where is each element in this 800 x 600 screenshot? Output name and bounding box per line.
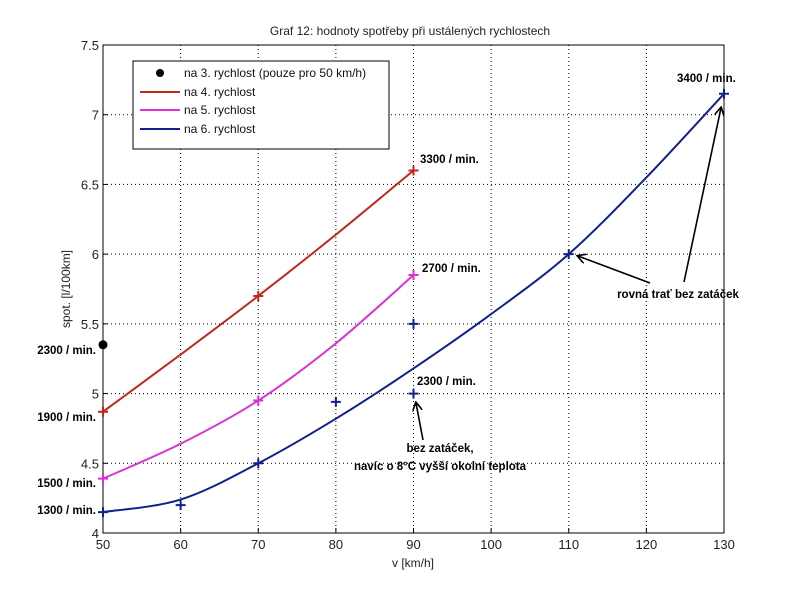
x-tick-label: 70: [251, 537, 265, 552]
data-point-plus: [408, 388, 419, 399]
x-tick-label: 130: [713, 537, 735, 552]
legend-label-gear3: na 3. rychlost (pouze pro 50 km/h): [184, 66, 366, 80]
annotation-3300: 3300 / min.: [420, 154, 479, 166]
arrow-rovna-trat-110: [578, 256, 651, 284]
chart-title: Graf 12: hodnoty spotřeby při ustálených…: [270, 24, 550, 38]
data-point-plus: [408, 165, 419, 176]
x-tick-label: 80: [329, 537, 343, 552]
x-axis-label: v [km/h]: [392, 556, 434, 570]
y-tick-label: 5.5: [81, 317, 99, 332]
y-tick-label: 6.5: [81, 177, 99, 192]
series-line-3: [102, 93, 725, 514]
data-point-dot: [98, 340, 108, 350]
data-point-plus: [253, 395, 264, 406]
arrow-bez-zatacek: [416, 403, 424, 441]
arrow-rovna-trat-130: [683, 108, 721, 283]
legend-label-gear4: na 4. rychlost: [184, 85, 256, 99]
legend-box: [132, 60, 390, 150]
y-tick-label: 6: [92, 247, 99, 262]
axis-ticks: 50 60 70 80 90 100 110 120 130 4 4.5 5 5.5 6 6.5 7 7.5: [81, 38, 735, 552]
data-point-plus: [408, 318, 419, 329]
y-tick-label: 4.5: [81, 456, 99, 471]
data-point-plus: [98, 406, 108, 417]
annotation-2300-gear3: 2300 / min.: [37, 345, 96, 357]
series-markers: [98, 88, 729, 518]
x-tick-label: 90: [406, 537, 420, 552]
annotation-3400: 3400 / min.: [677, 73, 736, 85]
x-tick-label: 100: [480, 537, 502, 552]
legend-label-gear5: na 5. rychlost: [184, 103, 256, 117]
x-tick-label: 120: [636, 537, 658, 552]
y-tick-label: 4: [92, 526, 99, 541]
data-point-plus: [563, 249, 574, 260]
y-tick-label: 7: [92, 108, 99, 123]
x-tick-label: 60: [173, 537, 187, 552]
annotation-2300-gear6: 2300 / min.: [417, 376, 476, 388]
annotation-rovna-trat: rovná trať bez zatáček: [617, 289, 739, 301]
annotation-bez-zatacek-line1: bez zatáček,: [406, 443, 473, 455]
annotation-bez-zatacek-line2: navíc o 8°C vyšší okolní teplota: [354, 461, 527, 473]
annotation-2700: 2700 / min.: [422, 263, 481, 275]
data-point-plus: [253, 290, 264, 301]
data-point-plus: [98, 473, 108, 484]
annotation-1500: 1500 / min.: [37, 478, 96, 490]
y-axis-label: spot. [l/100km]: [59, 250, 73, 328]
x-tick-label: 110: [558, 537, 579, 552]
y-tick-label: 7.5: [81, 38, 99, 53]
data-point-plus: [719, 88, 729, 99]
data-point-plus: [175, 500, 186, 511]
x-tick-label: 50: [96, 537, 110, 552]
grid: [103, 45, 724, 533]
annotation-1300: 1300 / min.: [37, 505, 96, 517]
legend-marker-gear3: [156, 69, 164, 77]
annotation-1900: 1900 / min.: [37, 412, 96, 424]
y-tick-label: 5: [92, 387, 99, 402]
data-point-plus: [253, 458, 264, 469]
legend-label-gear6: na 6. rychlost: [184, 122, 256, 136]
data-point-plus: [330, 396, 341, 407]
data-point-plus: [408, 270, 419, 281]
legend: na 3. rychlost (pouze pro 50 km/h) na 4.…: [132, 60, 390, 150]
data-point-plus: [98, 507, 108, 518]
